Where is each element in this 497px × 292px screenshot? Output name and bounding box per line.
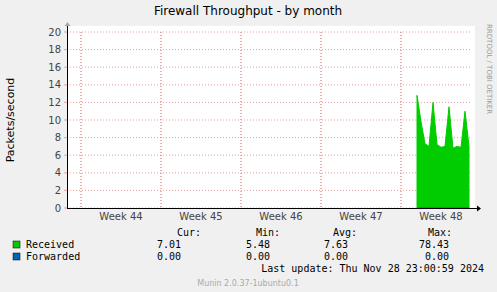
y-tick	[64, 32, 67, 33]
y-axis	[67, 26, 68, 208]
x-axis-arrow	[477, 206, 481, 212]
week-grid-line	[81, 32, 82, 208]
area	[417, 95, 469, 208]
grid-line	[67, 137, 471, 138]
y-tick-label: 2	[55, 185, 61, 196]
y-tick-label: 8	[55, 132, 61, 143]
y-tick-label: 14	[48, 79, 61, 90]
y-tick-label: 12	[48, 97, 61, 108]
week-grid-line	[241, 32, 242, 208]
y-tick-label: 4	[55, 167, 61, 178]
stat-value: 0.00	[425, 251, 449, 262]
x-tick-label: Week 48	[419, 211, 462, 222]
y-tick	[64, 120, 67, 121]
y-tick-label: 20	[48, 27, 61, 38]
y-tick	[64, 102, 67, 103]
y-tick	[64, 84, 67, 85]
y-axis-arrow	[65, 22, 71, 26]
grid-line	[67, 32, 471, 33]
y-tick	[64, 190, 67, 191]
grid-line	[67, 190, 471, 191]
x-tick-label: Week 47	[339, 211, 382, 222]
grid-line	[67, 49, 471, 50]
title: Firewall Throughput - by month	[154, 4, 342, 18]
plot-area	[67, 26, 475, 208]
footer: Munin 2.0.37-1ubuntu0.1	[197, 279, 299, 288]
grid-line	[67, 155, 471, 156]
legend-label: Forwarded	[26, 251, 80, 262]
grid-line	[67, 102, 471, 103]
y-tick-label: 16	[48, 62, 61, 73]
x-tick-label: Week 45	[179, 211, 222, 222]
stats-header: Min:	[256, 227, 280, 238]
y-tick-label: 18	[48, 44, 61, 55]
week-grid-line	[161, 32, 162, 208]
stats-header: Cur:	[177, 227, 201, 238]
week-grid-line	[321, 32, 322, 208]
y-tick	[64, 49, 67, 50]
stat-value: 0.00	[246, 251, 270, 262]
stats-header: Avg:	[333, 227, 357, 238]
stat-value: 7.01	[157, 239, 181, 250]
y-tick	[64, 155, 67, 156]
x-tick-label: Week 44	[99, 211, 142, 222]
background	[0, 0, 497, 292]
watermark: RRDTOOL / TOBI OETIKER	[485, 24, 493, 114]
data-group	[417, 95, 469, 208]
stat-value: 78.43	[419, 239, 449, 250]
legend-swatch	[13, 253, 20, 260]
y-tick	[64, 172, 67, 173]
week-grid-line	[401, 32, 402, 208]
y-tick-label: 10	[48, 115, 61, 126]
x-axis	[67, 208, 477, 209]
grid-line	[67, 67, 471, 68]
stat-value: 7.63	[324, 239, 348, 250]
grid-line	[67, 172, 471, 173]
y-tick	[64, 67, 67, 68]
legend-swatch	[13, 241, 20, 248]
stat-value: 5.48	[246, 239, 270, 250]
chart: Firewall Throughput - by month RRDTOOL / …	[0, 0, 497, 292]
y-axis-label: Packets/second	[4, 78, 17, 163]
line	[417, 208, 469, 209]
stat-value: 0.00	[157, 251, 181, 262]
stat-value: 0.00	[324, 251, 348, 262]
y-tick-label: 0	[55, 203, 61, 214]
y-tick	[64, 208, 67, 209]
stats-header: Max:	[428, 227, 452, 238]
legend-label: Received	[26, 239, 74, 250]
grid-line	[67, 120, 471, 121]
y-tick-label: 6	[55, 150, 61, 161]
grid-line	[67, 84, 471, 85]
x-tick-label: Week 46	[259, 211, 302, 222]
last-update: Last update: Thu Nov 28 23:00:59 2024	[261, 263, 484, 274]
y-tick	[64, 137, 67, 138]
